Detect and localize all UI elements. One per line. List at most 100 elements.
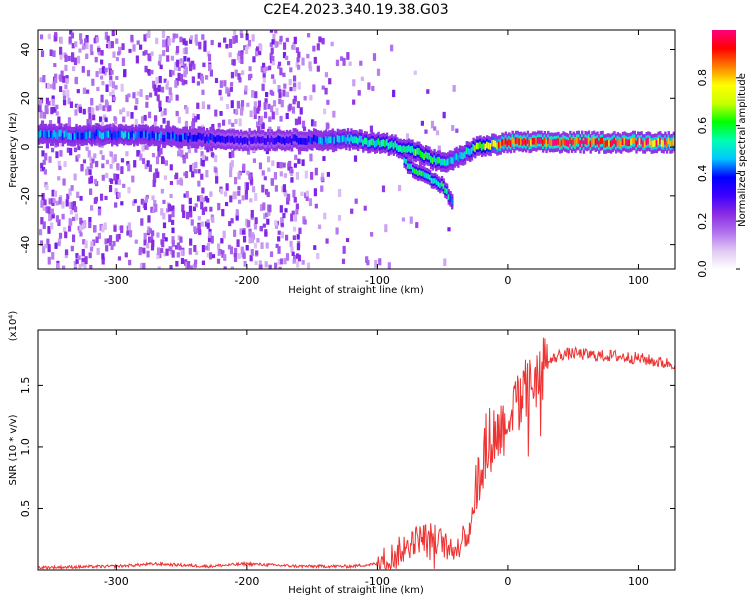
spectrogram-ridge-cell [116, 133, 119, 140]
spectrogram-speckle [96, 86, 100, 92]
spectrogram-speckle [279, 35, 283, 42]
spectrogram-speckle [146, 250, 150, 258]
spectrogram-ridge-cell [390, 140, 394, 148]
spectrogram-ridge-cell [565, 139, 569, 147]
spectrogram-speckle [297, 51, 301, 58]
spectrogram-speckle [297, 81, 301, 90]
spectrogram-speckle [187, 145, 192, 154]
spectrogram-ridge-cell [104, 131, 107, 139]
spectrogram-speckle [73, 266, 77, 269]
spectrogram-speckle [170, 55, 174, 61]
spectrogram-speckle [243, 260, 247, 267]
spectrogram-ridge-cell [452, 157, 455, 165]
spectrogram-speckle [144, 65, 148, 73]
spectrogram-speckle [90, 98, 94, 106]
spectrogram-speckle [38, 99, 43, 106]
spectrogram-speckle [277, 246, 281, 254]
spectrogram-speckle [293, 95, 297, 102]
spectrogram-ridge-cell [380, 140, 384, 147]
spectrogram-speckle [195, 41, 199, 46]
spectrogram-ridge-cell [166, 132, 170, 139]
spectrogram-ridge-cell [133, 133, 136, 141]
spectrogram-speckle [323, 212, 327, 220]
spectrogram-ridge-cell [392, 142, 396, 150]
spectrogram-speckle [143, 114, 147, 121]
spectrogram-ridge-cell [560, 139, 564, 147]
spectrogram-speckle [259, 44, 263, 52]
spectrogram-speckle [81, 223, 85, 230]
spectrogram-speckle [371, 85, 375, 92]
spectrogram-speckle [135, 98, 139, 105]
spectrogram-ridge-cell [511, 137, 514, 144]
spectrogram-speckle [381, 185, 386, 193]
spectrogram-speckle [225, 103, 230, 110]
spectrogram-ridge-cell [294, 134, 297, 142]
spectrogram-speckle [210, 152, 214, 157]
spectrogram-speckle [86, 119, 90, 127]
spectrogram-speckle [67, 117, 72, 125]
spectrogram-speckle [297, 116, 302, 125]
spectrogram-speckle [122, 116, 126, 123]
spectrogram-ridge-cell [548, 139, 552, 146]
spectrogram-speckle [292, 226, 297, 232]
spectrogram-ridge-cell [421, 151, 424, 159]
spectrogram-ridge-cell [540, 137, 543, 144]
spectrogram-ridge-cell [324, 135, 328, 143]
spectrogram-speckle [69, 148, 73, 156]
colorbar-tick-label: 0.6 [696, 117, 709, 135]
spectrogram-speckle [79, 225, 83, 231]
spectrogram-ridge-cell [384, 140, 387, 147]
spectrogram-speckle [122, 183, 126, 188]
spectrogram-ridge-cell [604, 140, 608, 148]
spectrogram-speckle [86, 89, 90, 94]
spectrogram-ridge-cell [480, 143, 484, 151]
spectrogram-speckle [248, 237, 252, 244]
spectrogram-speckle [301, 57, 305, 66]
spectrogram-speckle [50, 208, 54, 215]
colorbar-tick-label: 0.8 [696, 69, 709, 87]
spectrogram-speckle [147, 226, 151, 234]
spectrogram-speckle [70, 52, 75, 57]
spectrogram-speckle [72, 201, 76, 208]
spectrogram-speckle [57, 176, 61, 181]
spectrogram-ridge-cell [437, 181, 440, 187]
spectrogram-speckle [283, 83, 287, 89]
spectrogram-speckle [38, 104, 42, 113]
spectrogram-ridge-cell [312, 134, 316, 142]
spectrogram-ridge-cell [457, 154, 460, 162]
spectrogram-speckle [182, 157, 186, 164]
spectrogram-speckle [264, 231, 268, 236]
spectrogram-ridge-cell [61, 133, 65, 141]
spectrogram-speckle [59, 51, 63, 60]
spectrogram-speckle [435, 130, 440, 136]
spectrogram-speckle [321, 37, 325, 45]
spectrogram-speckle [52, 50, 56, 58]
spectrogram-speckle [163, 108, 167, 116]
spectrogram-speckle [161, 239, 165, 248]
spectrogram-speckle [167, 203, 172, 212]
spectrogram-ridge-cell [625, 138, 628, 146]
spectrogram-speckle [69, 209, 73, 215]
spectrogram-speckle [69, 202, 73, 210]
spectrogram-speckle [189, 38, 193, 44]
spectrogram-speckle [151, 230, 155, 237]
spectrogram-speckle [153, 84, 157, 92]
spectrogram-speckle [40, 217, 44, 225]
spectrogram-speckle [171, 227, 175, 234]
spectrogram-ridge-cell [216, 135, 219, 142]
spectrogram-speckle [268, 65, 272, 71]
spectrogram-speckle [60, 70, 64, 79]
spectrogram-speckle [185, 261, 189, 269]
spectrogram-speckle [289, 240, 293, 248]
spectrogram-ridge-cell [463, 151, 467, 159]
spectrogram-speckle [100, 121, 104, 127]
spectrogram-ridge-cell [411, 145, 414, 153]
spectrogram-speckle [57, 219, 61, 227]
spectrogram-speckle [101, 258, 105, 265]
colorbar-tick-label: 0.2 [696, 212, 709, 230]
spectrogram-speckle [161, 30, 166, 39]
spectrogram-speckle [206, 242, 211, 251]
spectrogram-ridge-cell [562, 137, 565, 145]
spectrogram-ridge-cell [287, 137, 290, 145]
spectrogram-speckle [160, 111, 164, 117]
